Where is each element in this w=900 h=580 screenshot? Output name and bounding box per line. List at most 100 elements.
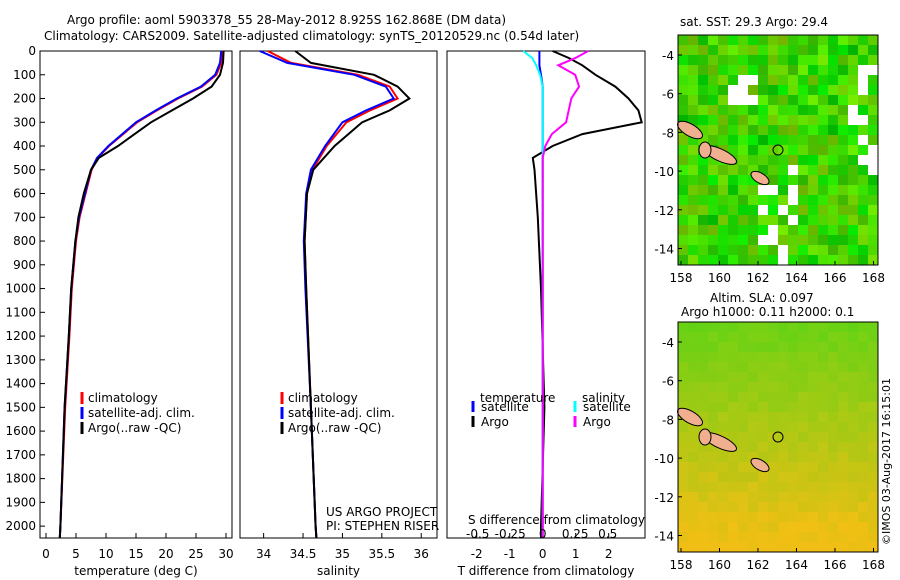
map-cell xyxy=(698,225,709,236)
map-cell xyxy=(808,422,819,433)
map-cell xyxy=(828,215,839,226)
map-cell xyxy=(838,432,849,443)
map-cell xyxy=(848,165,859,176)
map-cell xyxy=(828,422,839,433)
map-cell xyxy=(748,502,759,513)
map-cell xyxy=(868,105,879,116)
map-cell xyxy=(868,422,879,433)
map-cell xyxy=(808,195,819,206)
map-cell xyxy=(808,225,819,236)
map-cell xyxy=(818,532,829,543)
map-cell xyxy=(738,105,749,116)
map-cell xyxy=(808,522,819,533)
map-cell xyxy=(758,65,769,76)
map-cell xyxy=(858,235,869,246)
map-cell xyxy=(818,155,829,166)
panel-frame-2 xyxy=(446,50,646,539)
map-cell xyxy=(698,412,709,423)
map-cell xyxy=(678,165,689,176)
map-cell xyxy=(828,372,839,383)
map-cell xyxy=(738,352,749,363)
map-cell xyxy=(818,85,829,96)
map-cell xyxy=(788,322,799,333)
map-cell xyxy=(728,352,739,363)
map-cell xyxy=(748,85,759,96)
map-cell xyxy=(738,482,749,493)
map-cell xyxy=(748,35,759,46)
map-cell xyxy=(728,382,739,393)
map-cell xyxy=(798,402,809,413)
map-cell xyxy=(848,215,859,226)
map-cell xyxy=(798,492,809,503)
map-cell xyxy=(768,422,779,433)
map-cell xyxy=(828,125,839,136)
map-cell xyxy=(688,235,699,246)
map-cell xyxy=(738,362,749,373)
map-cell xyxy=(798,442,809,453)
map-cell xyxy=(848,185,859,196)
map-cell xyxy=(748,512,759,523)
map-cell xyxy=(848,362,859,373)
map-cell xyxy=(828,105,839,116)
map-cell xyxy=(838,155,849,166)
map-cell xyxy=(748,155,759,166)
map-cell xyxy=(678,482,689,493)
map-cell xyxy=(798,322,809,333)
map-cell xyxy=(748,45,759,56)
map-cell xyxy=(718,392,729,403)
map-cell xyxy=(778,422,789,433)
y-tick-label: 1600 xyxy=(5,424,36,438)
series-line-argo-raw-qc- xyxy=(58,50,225,539)
map-cell xyxy=(708,372,719,383)
map-cell xyxy=(688,372,699,383)
map-cell xyxy=(818,462,829,473)
map-cell xyxy=(768,532,779,543)
map-cell xyxy=(868,45,879,56)
map-cell xyxy=(818,342,829,353)
map-cell xyxy=(818,245,829,256)
map-y-tick-label: -14 xyxy=(654,530,674,544)
map-cell xyxy=(838,255,849,266)
map-cell xyxy=(748,195,759,206)
map-cell xyxy=(858,542,869,553)
map-cell xyxy=(688,382,699,393)
map-cell xyxy=(678,45,689,56)
map-cell xyxy=(778,215,789,226)
map-cell xyxy=(788,412,799,423)
map-cell xyxy=(798,512,809,523)
map-cell xyxy=(778,342,789,353)
map-cell xyxy=(738,332,749,343)
map-cell xyxy=(858,342,869,353)
map-cell xyxy=(758,45,769,56)
map-cell xyxy=(708,542,719,553)
map-cell xyxy=(828,532,839,543)
map-cell xyxy=(848,542,859,553)
map-cell xyxy=(788,422,799,433)
map-cell xyxy=(838,342,849,353)
map-cell xyxy=(818,422,829,433)
x-tick-label: 36 xyxy=(414,547,429,561)
map-cell xyxy=(858,85,869,96)
map-cell xyxy=(768,482,779,493)
map-cell xyxy=(758,55,769,66)
map-cell xyxy=(808,512,819,523)
x-tick-label: -2 xyxy=(471,547,483,561)
island-shape xyxy=(698,141,712,159)
x-tick-label: 34.5 xyxy=(290,547,317,561)
map-cell xyxy=(678,472,689,483)
map-cell xyxy=(808,85,819,96)
map-cell xyxy=(868,65,879,76)
map-cell xyxy=(838,532,849,543)
map-cell xyxy=(808,55,819,66)
map-cell xyxy=(788,362,799,373)
map-cell xyxy=(738,155,749,166)
map-cell xyxy=(708,235,719,246)
map-cell xyxy=(858,432,869,443)
map-cell xyxy=(738,462,749,473)
map-cell xyxy=(798,155,809,166)
legend-title-temperature: temperature xyxy=(480,391,555,405)
map-cell xyxy=(828,442,839,453)
x-tick-label: 10 xyxy=(98,547,113,561)
map-cell xyxy=(698,255,709,266)
map-cell xyxy=(748,205,759,216)
